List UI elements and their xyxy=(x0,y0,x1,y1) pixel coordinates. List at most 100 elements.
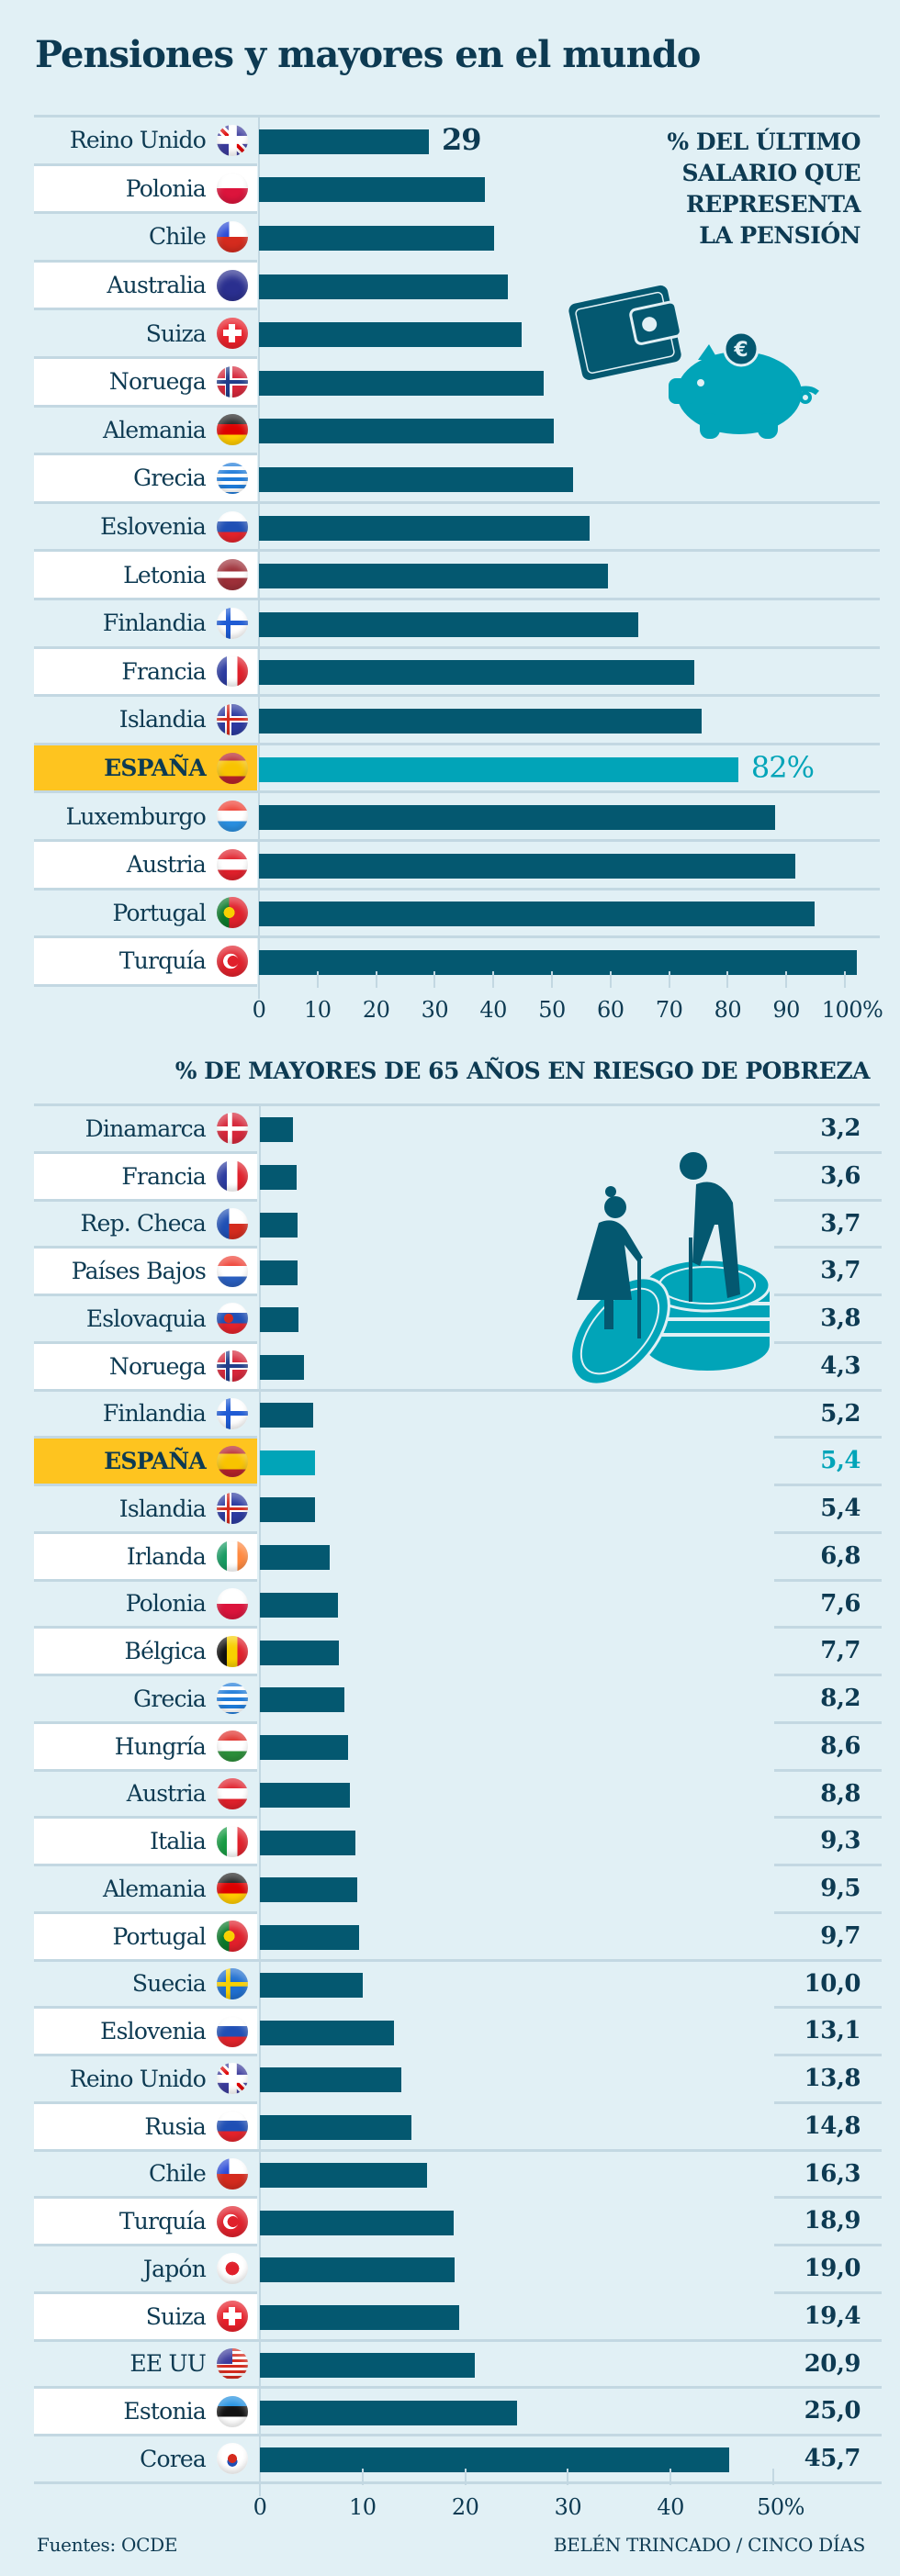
row-separator xyxy=(34,1674,257,1676)
value-separator xyxy=(774,1484,882,1486)
bar xyxy=(260,1925,360,1951)
flag-icon-netherlands xyxy=(217,1255,248,1287)
value-label: 14,8 xyxy=(804,2111,861,2140)
data-label: 29 xyxy=(442,122,482,157)
value-separator xyxy=(774,1674,882,1676)
country-label-row: Alemania xyxy=(34,408,257,454)
country-name: Hungría xyxy=(114,1732,207,1760)
bar xyxy=(259,853,796,879)
flag-icon-iceland xyxy=(217,703,248,735)
country-name: Japón xyxy=(142,2255,207,2282)
value-label: 45,7 xyxy=(804,2445,861,2472)
row-separator xyxy=(34,2054,257,2056)
value-separator xyxy=(774,1388,882,1392)
value-label: 5,2 xyxy=(820,1399,861,1428)
flag-icon-austria xyxy=(217,1777,248,1809)
country-name: Austria xyxy=(126,1780,207,1808)
row-separator xyxy=(34,1484,257,1486)
country-label-row: Hungría xyxy=(34,1723,257,1769)
country-name: ESPAÑA xyxy=(104,755,207,782)
axis-tick-label: 20 xyxy=(362,996,390,1023)
value-label: 19,0 xyxy=(804,2255,861,2282)
value-separator xyxy=(774,2100,882,2104)
country-label-row: Suiza xyxy=(34,310,257,356)
value-separator xyxy=(774,2244,882,2246)
flag-icon-poland xyxy=(217,1587,248,1619)
value-separator xyxy=(774,1768,882,1772)
flag-icon-slovenia xyxy=(217,510,248,543)
row-separator xyxy=(34,2196,257,2200)
bar xyxy=(260,1640,340,1665)
value-separator xyxy=(774,1910,882,1914)
country-label-row: Rusia xyxy=(34,2103,257,2149)
flag-icon-hungary xyxy=(217,1730,248,1763)
country-label-row: Países Bajos xyxy=(34,1249,257,1294)
country-label-row: Australia xyxy=(34,262,257,308)
axis-tick-label: 30 xyxy=(421,996,449,1023)
axis-tick-label: 40 xyxy=(479,996,507,1023)
country-label-row: Reino Unido xyxy=(34,2056,257,2101)
country-label-row: Francia xyxy=(34,1153,257,1199)
svg-text:€: € xyxy=(733,339,748,362)
flag-icon-norway xyxy=(217,365,248,398)
country-label-row: Portugal xyxy=(34,1913,257,1959)
value-separator xyxy=(774,2148,882,2152)
flag-icon-spain xyxy=(217,1445,248,1477)
bar xyxy=(260,2352,475,2378)
bar xyxy=(260,1165,298,1191)
value-separator xyxy=(774,1246,882,1249)
country-name: Noruega xyxy=(108,368,207,396)
y-axis-line xyxy=(258,117,260,999)
bar xyxy=(260,1117,293,1143)
country-label-row: Turquía xyxy=(34,938,257,984)
value-separator xyxy=(774,1578,882,1582)
flag-icon-slovakia xyxy=(217,1303,248,1335)
country-label-row: Francia xyxy=(34,648,257,695)
bar xyxy=(260,1592,338,1618)
row-separator xyxy=(34,1720,257,1724)
bar xyxy=(260,2257,456,2283)
bar xyxy=(260,1687,344,1713)
country-label-row: Dinamarca xyxy=(34,1106,257,1151)
subtitle-line: LA PENSIÓN xyxy=(699,222,861,249)
country-name: Eslovaquia xyxy=(85,1305,207,1332)
row-separator xyxy=(34,162,257,166)
country-name: Eslovenia xyxy=(100,2018,207,2045)
country-name: Francia xyxy=(121,657,206,685)
country-label-row: Polonia xyxy=(34,165,257,212)
flag-icon-latvia xyxy=(217,559,248,591)
axis-tick xyxy=(433,970,436,988)
wallet-piggy-illustration: € xyxy=(568,285,819,439)
flag-icon-belgium xyxy=(217,1635,248,1667)
subtitle-line: REPRESENTA xyxy=(685,191,861,218)
country-name: Suecia xyxy=(131,1970,207,1998)
country-label-row: Alemania xyxy=(34,1866,257,1911)
flag-icon-iceland xyxy=(217,1493,248,1525)
country-label-row: Italia xyxy=(34,1819,257,1864)
country-label-row: Finlandia xyxy=(34,600,257,646)
row-separator xyxy=(34,2481,882,2484)
flag-icon-chile xyxy=(217,220,248,252)
flag-icon-russia xyxy=(217,2111,248,2143)
bar xyxy=(259,660,695,686)
value-label: 20,9 xyxy=(804,2349,861,2378)
bar xyxy=(259,564,608,589)
flag-icon-finland xyxy=(217,1397,248,1429)
value-separator xyxy=(774,2054,882,2056)
flag-icon-japan xyxy=(217,2253,248,2285)
value-separator xyxy=(774,1958,882,1962)
bar xyxy=(260,2067,402,2093)
flag-icon-france xyxy=(217,655,248,688)
value-separator xyxy=(774,1816,882,1820)
source-note: Fuentes: OCDE xyxy=(37,2534,178,2556)
value-separator xyxy=(774,1436,882,1439)
row-separator xyxy=(34,2338,882,2342)
row-separator xyxy=(34,1910,257,1914)
country-label-row: Suiza xyxy=(34,2293,257,2339)
row-separator xyxy=(34,1768,257,1772)
axis-tick-label: 50% xyxy=(757,2493,804,2520)
row-separator xyxy=(34,1198,257,1202)
row-separator xyxy=(34,2434,882,2436)
bar xyxy=(259,709,702,734)
country-label-row: Luxemburgo xyxy=(34,793,257,839)
